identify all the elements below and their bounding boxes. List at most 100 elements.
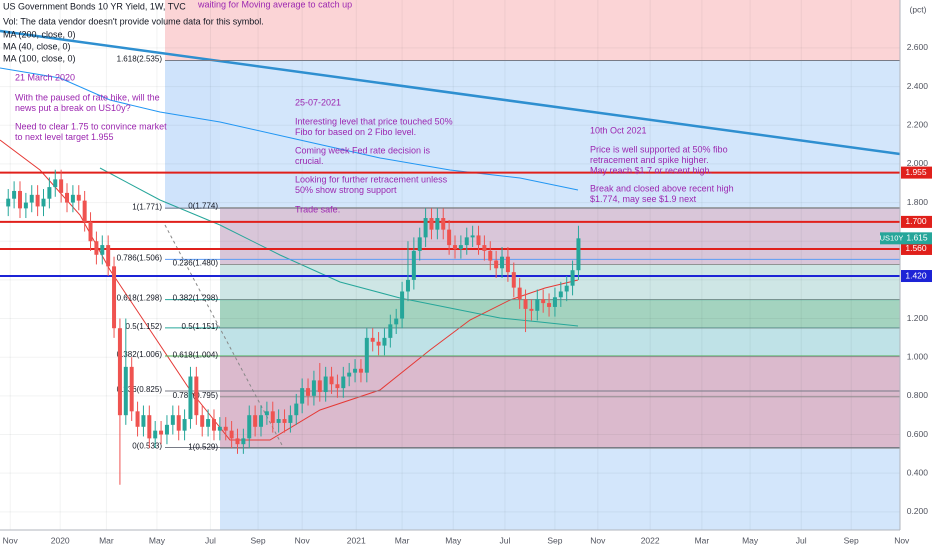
candle-body [182,419,187,431]
x-tick-label: Jul [500,535,511,545]
candle-body [382,337,387,346]
annotation: crucial. [295,156,324,166]
candle-body [364,337,369,373]
candle-body [270,411,275,423]
annotation: 25-07-2021 [295,97,341,107]
annotation: 50% show strong support [295,185,397,195]
candle-body [259,415,264,427]
y-unit: (pct) [910,4,927,14]
ma-200 [0,67,579,191]
candle-body [311,380,316,396]
candle-body [388,324,393,338]
candle-body [329,376,334,385]
candle-body [323,376,328,392]
indicator: MA (200, close, 0) [3,29,76,39]
y-tick-label: 2.600 [907,42,929,52]
y-tick-label: 2.200 [907,120,929,130]
annotation: Need to clear 1.75 to convince market [15,121,167,131]
candle-body [23,202,28,209]
candle-body [141,415,146,427]
candle-body [552,297,557,307]
x-tick-label: May [742,535,759,545]
annotation: May reach $1.7 or recent high. [590,165,712,175]
candle-body [65,192,70,203]
candle-body [535,299,540,311]
candle-body [35,194,40,207]
price-tag-label: 1.420 [905,270,927,280]
candle-body [264,411,269,416]
fib-label: 0.5(1.151) [182,322,219,331]
candle-body [570,270,575,286]
y-tick-label: 1.200 [907,313,929,323]
candle-body [76,194,81,201]
annotation: $1.774, may see $1.9 next [590,194,697,204]
price-tag [901,166,932,179]
candle-body [153,430,158,439]
candle-body [17,190,22,209]
last-price-label: 1.615 [906,233,928,243]
candle-body [94,241,99,255]
candle-body [488,250,493,261]
fib-label: 0(1.774) [188,202,218,211]
candle-body [294,403,299,416]
annotation: Coming week Fed rate decision is [295,145,431,155]
x-tick-label: Sep [547,535,562,545]
candle-body [547,303,552,307]
zone-left [165,61,220,209]
annotation: Price is well supported at 50% fibo [590,144,728,154]
annotation: Break and closed above recent high [590,183,734,193]
candle-body [306,388,311,396]
x-tick-label: 2021 [347,535,366,545]
candle-body [464,237,469,246]
grid [0,0,903,530]
price-tag [901,242,932,255]
candle-body [53,179,58,188]
candle-body [6,198,11,207]
candle-body [470,235,475,238]
annotation: With the paused of rate hike, will the [15,92,160,102]
y-tick-label: 1.800 [907,197,929,207]
chart-subtitle: Vol: The data vendor doesn't provide vol… [3,16,264,26]
y-tick-label: 0.600 [907,429,929,439]
fib-label: 0.382(1.298) [173,294,219,303]
annotation: waiting for Moving average to catch up [197,0,352,9]
y-tick-label: 2.400 [907,81,929,91]
fib-label: 0.382(1.006) [117,350,163,359]
price-tag-label: 1.560 [905,243,927,253]
candle-body [229,430,234,439]
candle-body [188,376,193,420]
candle-body [452,245,457,249]
candle-body [394,318,399,325]
candle-body [405,279,410,292]
fib-label: 1(0.529) [188,442,218,451]
candle-body [247,415,252,439]
candle-body [12,190,17,199]
x-tick-label: 2020 [51,535,70,545]
candle-body [494,260,499,269]
candle-body [576,238,581,271]
candle-body [129,366,134,412]
y-tick-label: 0.800 [907,390,929,400]
candle-body [164,424,169,435]
candle-body [106,245,111,267]
annotation: to next level target 1.955 [15,132,114,142]
fib-zone [220,207,900,265]
candle-body [564,285,569,292]
candle-body [400,291,405,319]
x-tick-label: 2022 [641,535,660,545]
annotation: Interesting level that price touched 50% [295,116,453,126]
candle-body [253,415,258,427]
candle-body [176,415,181,431]
candle-body [558,291,563,298]
candle-body [117,328,122,416]
candle-body [59,179,64,193]
x-tick-label: Nov [295,535,311,545]
candle-body [70,194,75,203]
y-tick-label: 1.000 [907,351,929,361]
x-tick-label: Jul [205,535,216,545]
candle-body [88,221,93,242]
candle-body [347,372,352,377]
fib-label: 0.618(1.298) [117,294,163,303]
fib-label: 1(1.771) [132,202,162,211]
candle-body [47,187,52,199]
